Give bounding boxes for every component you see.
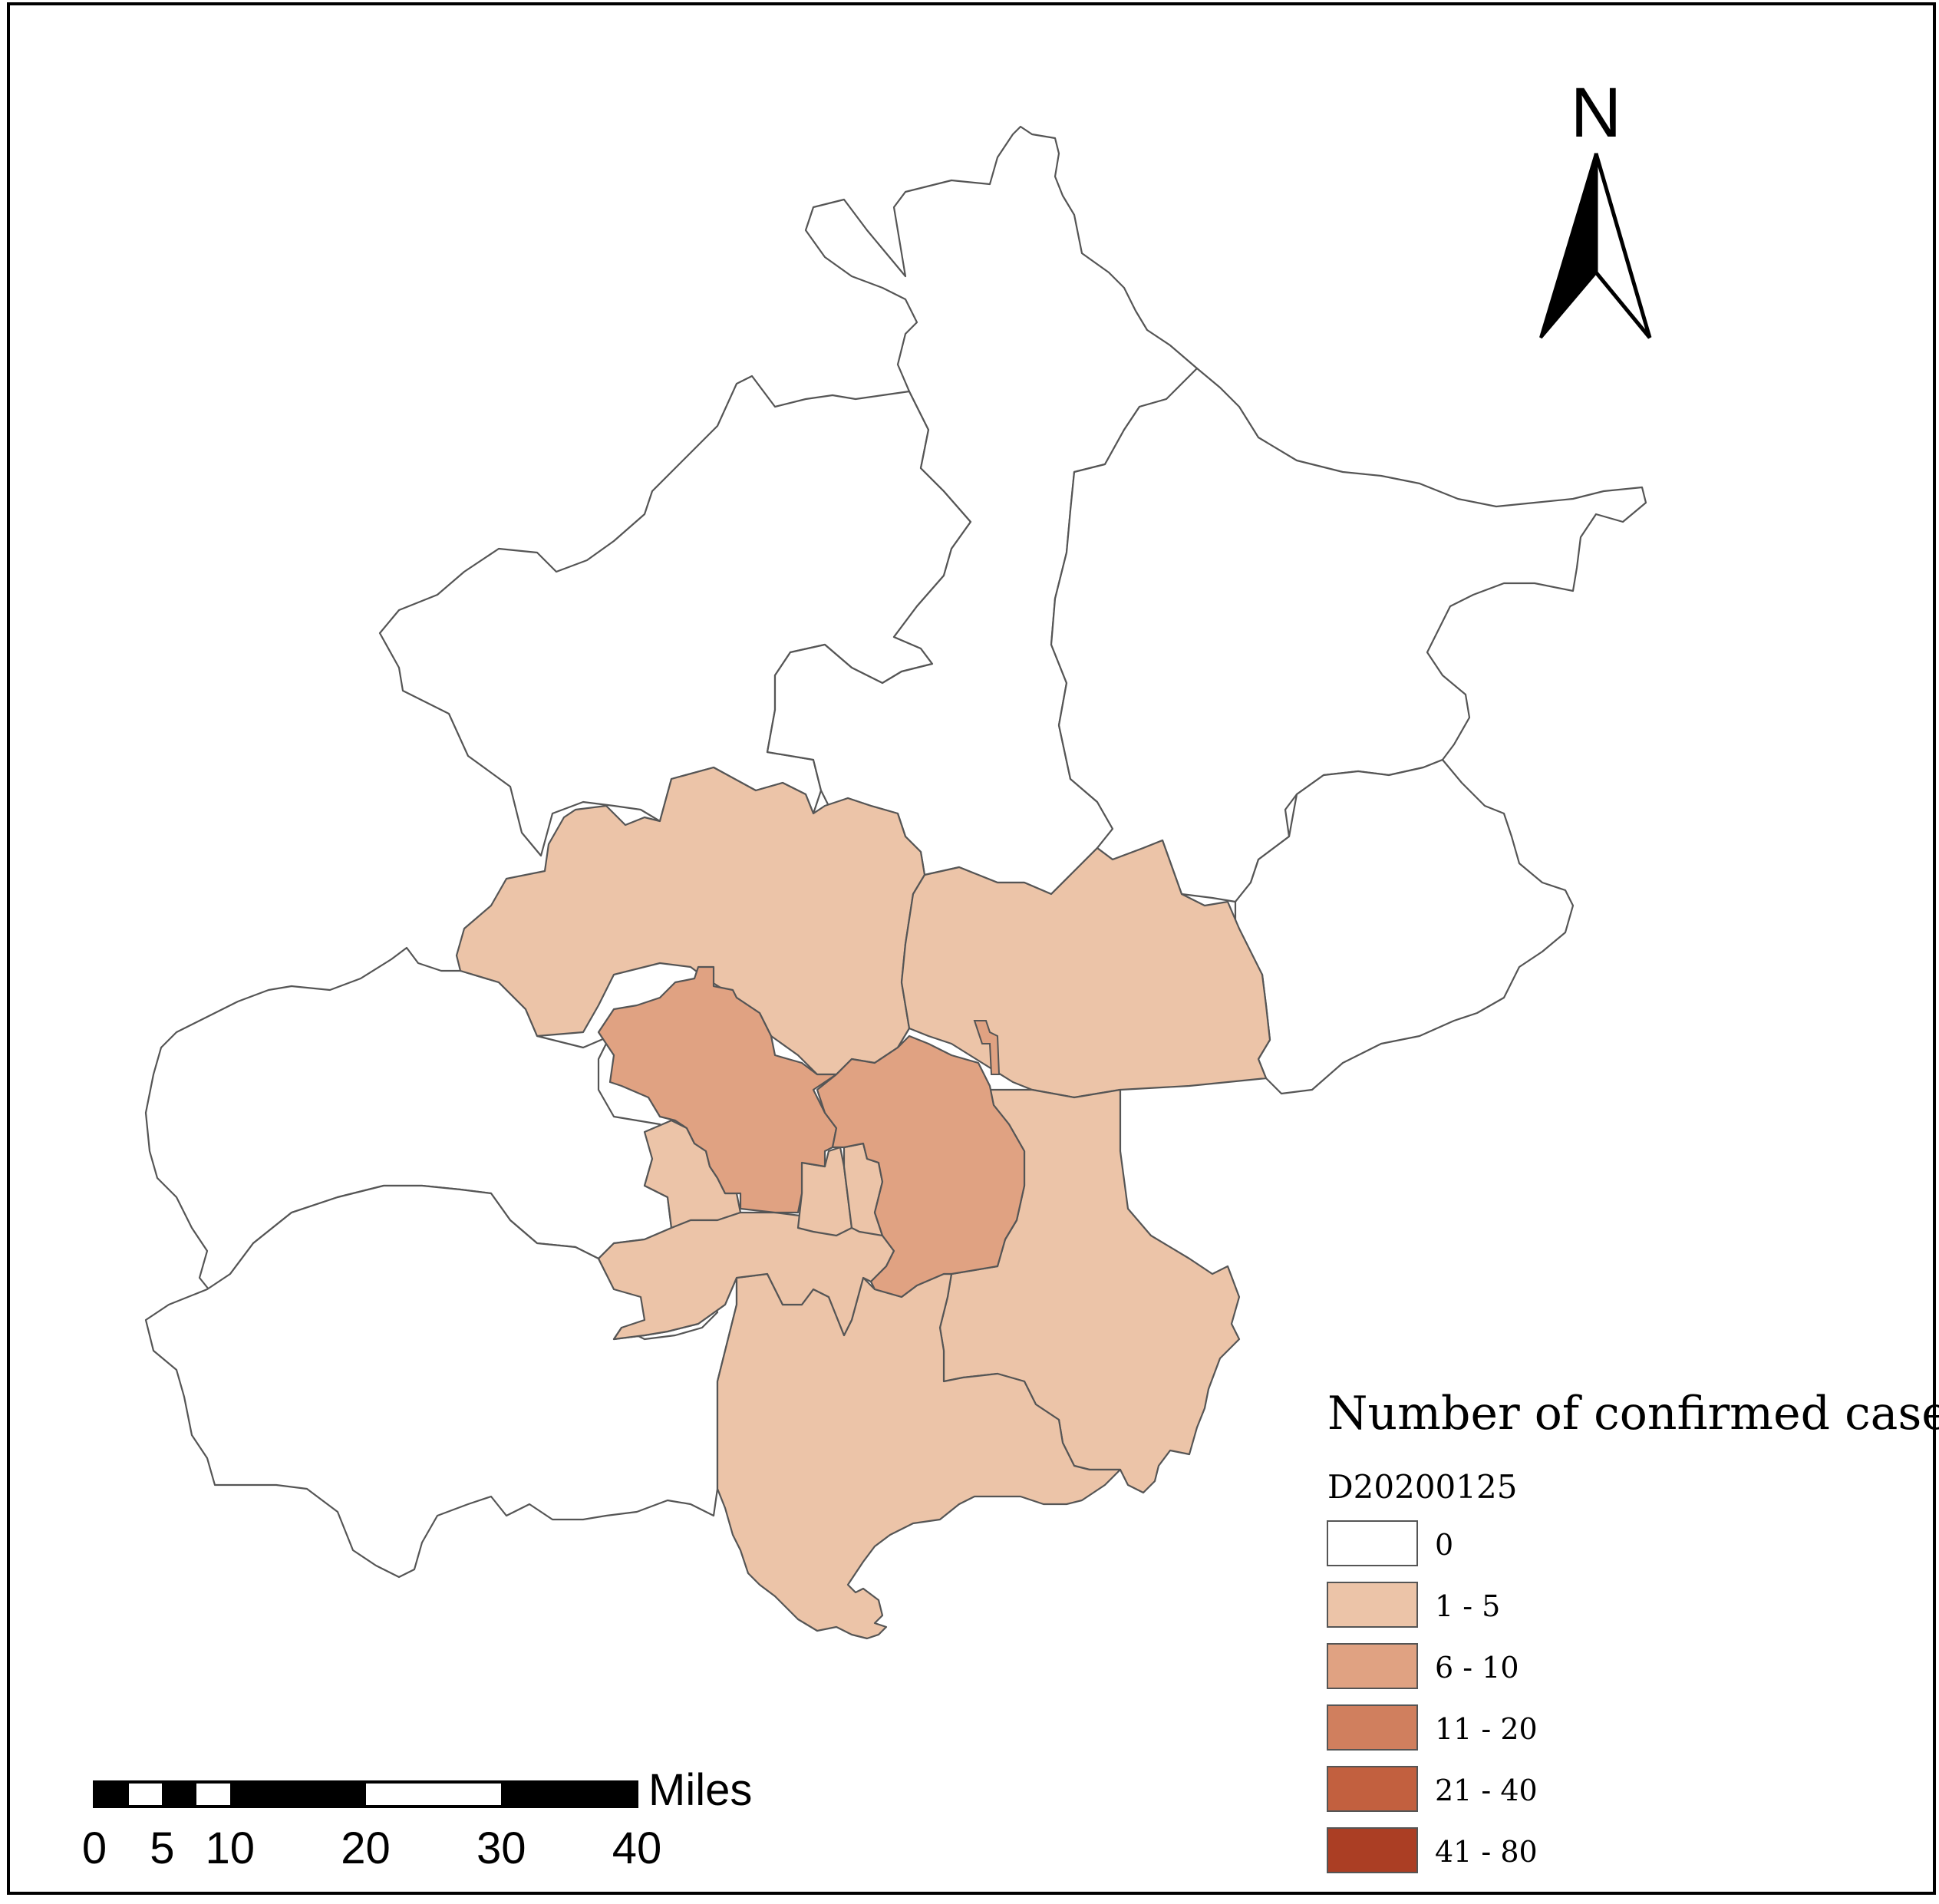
legend-swatch <box>1327 1766 1418 1812</box>
north-arrow: N <box>1539 74 1652 339</box>
district-fengtai <box>597 1211 895 1341</box>
districts-class-1-5 <box>455 766 1271 1640</box>
scale-unit: Miles <box>648 1765 752 1815</box>
scale-segment-0-2_5 <box>94 1782 129 1807</box>
legend-swatch <box>1327 1582 1418 1628</box>
scale-segment-10-20 <box>230 1782 366 1807</box>
legend-label: 21 - 40 <box>1435 1774 1538 1807</box>
legend-label: 11 - 20 <box>1435 1712 1538 1746</box>
north-arrow-right-half <box>1594 153 1652 339</box>
scale-tick-label: 20 <box>341 1823 391 1873</box>
legend-swatch <box>1327 1827 1418 1873</box>
scale-tick-label: 10 <box>205 1823 255 1873</box>
scale-tick-labels: 0 5 10 20 30 40 <box>82 1823 661 1873</box>
enclave-strip <box>973 1020 1001 1075</box>
legend-swatch <box>1327 1704 1418 1751</box>
north-arrow-label: N <box>1571 74 1621 152</box>
scale-tick-label: 30 <box>477 1823 526 1873</box>
scale-tick-label: 5 <box>150 1823 174 1873</box>
districts <box>144 125 1647 1579</box>
legend-label: 1 - 5 <box>1435 1589 1500 1623</box>
districts-class-6-10 <box>597 965 1026 1298</box>
legend-swatch <box>1327 1643 1418 1689</box>
legend-items: 0 1 - 5 6 - 10 11 - 20 21 - 40 41 - 80 <box>1327 1520 1538 1873</box>
scale-segment-5-7_5 <box>162 1782 196 1807</box>
legend-label: 0 <box>1435 1528 1453 1562</box>
district-haidian <box>597 965 838 1214</box>
legend-title: Number of confirmed cases <box>1327 1387 1939 1440</box>
legend-field-name: D20200125 <box>1327 1468 1517 1506</box>
legend-label: 6 - 10 <box>1435 1651 1519 1685</box>
scale-tick-label: 0 <box>82 1823 107 1873</box>
scale-segment-30-40 <box>501 1782 637 1807</box>
legend-swatch <box>1327 1520 1418 1566</box>
district-chaoyang <box>816 1034 1026 1298</box>
scale-tick-label: 40 <box>612 1823 662 1873</box>
legend-label: 41 - 80 <box>1435 1835 1538 1869</box>
legend: Number of confirmed cases D20200125 0 1 -… <box>1327 1387 1939 1873</box>
district-shunyi <box>900 839 1271 1099</box>
scale-bar: Miles 0 5 10 20 30 40 <box>82 1765 752 1873</box>
